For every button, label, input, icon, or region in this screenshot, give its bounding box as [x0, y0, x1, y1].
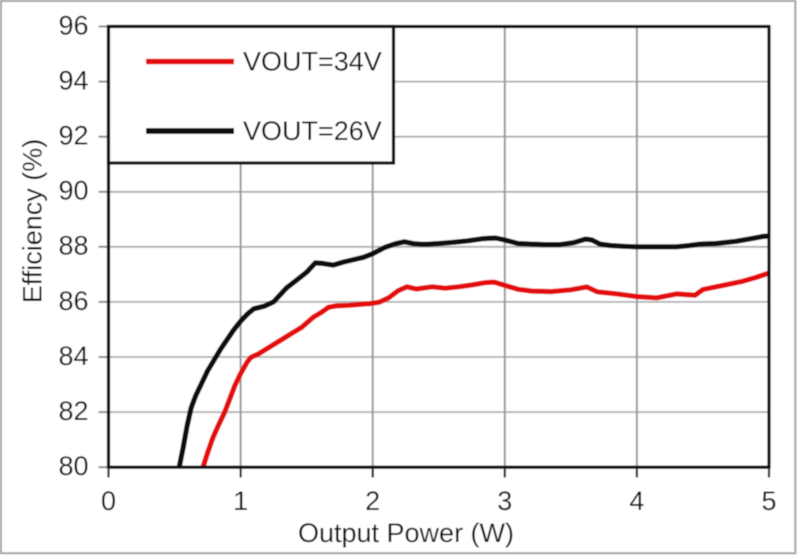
svg-text:2: 2: [365, 486, 380, 516]
svg-text:1: 1: [233, 486, 248, 516]
svg-text:Efficiency (%): Efficiency (%): [18, 139, 48, 304]
svg-text:80: 80: [58, 451, 88, 481]
svg-text:Output Power (W): Output Power (W): [298, 518, 514, 548]
svg-text:3: 3: [497, 486, 512, 516]
svg-text:VOUT=26V: VOUT=26V: [243, 116, 382, 146]
svg-text:88: 88: [58, 231, 88, 261]
svg-text:VOUT=34V: VOUT=34V: [243, 47, 382, 77]
svg-text:90: 90: [58, 176, 88, 206]
svg-text:4: 4: [629, 486, 644, 516]
svg-text:82: 82: [58, 396, 88, 426]
svg-text:92: 92: [58, 121, 88, 151]
svg-text:0: 0: [101, 486, 116, 516]
svg-text:5: 5: [761, 486, 776, 516]
svg-text:84: 84: [58, 341, 88, 371]
svg-text:96: 96: [58, 10, 88, 40]
svg-text:94: 94: [58, 66, 88, 96]
svg-text:86: 86: [58, 286, 88, 316]
